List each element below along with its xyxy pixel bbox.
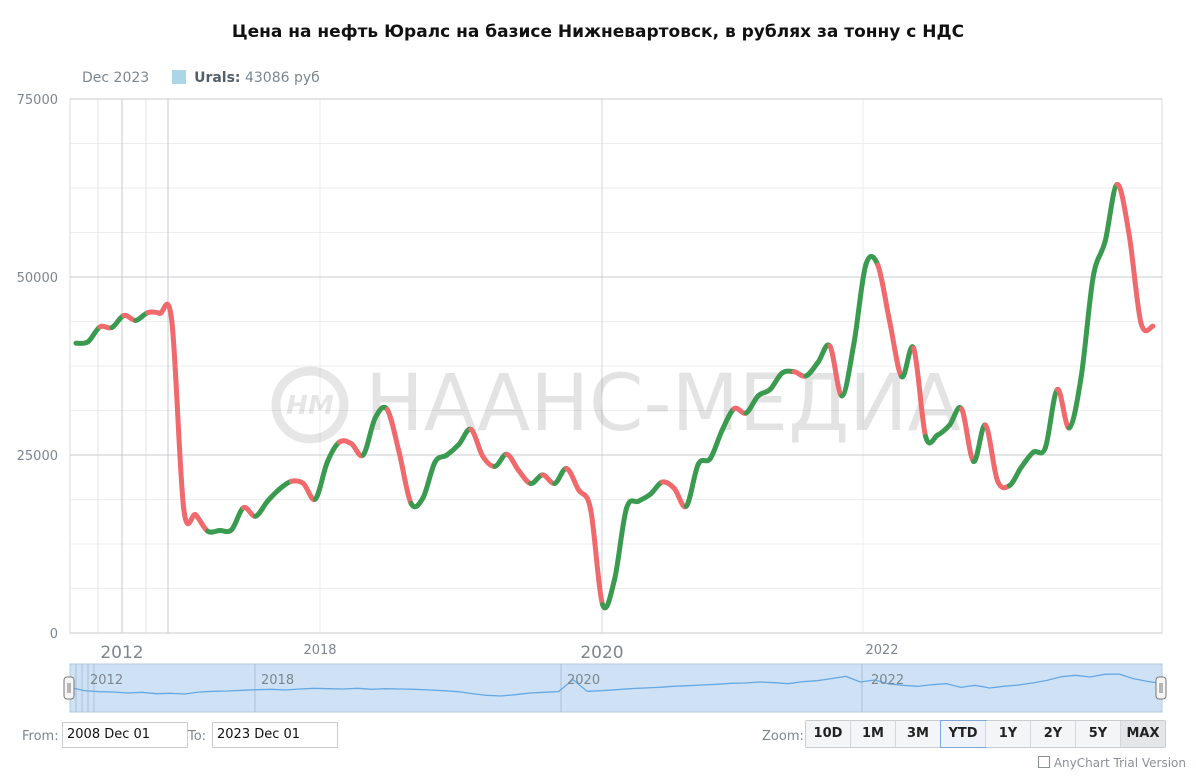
series-segment [588, 506, 606, 608]
legend-value: 43086 руб [244, 70, 320, 86]
zoom-label: Zoom: [762, 729, 804, 744]
trial-version-text: AnyChart Trial Version [1053, 756, 1186, 770]
zoom-2y-button[interactable]: 2Y [1031, 721, 1076, 747]
price-chart[interactable]: НМ НААНС-МЕДИА 0 25000 50000 75000 2012 2018… [0, 0, 1196, 720]
watermark: НМ НААНС-МЕДИА [271, 359, 961, 449]
scroller-selection [69, 663, 1163, 713]
to-date-input[interactable]: 2023 Dec 01 [212, 722, 338, 748]
chart-title: Цена на нефть Юралс на базисе Нижневарто… [231, 22, 965, 42]
trial-version-label[interactable]: AnyChart Trial Version [1037, 756, 1186, 770]
series-segment [576, 487, 594, 512]
scroller-tick-label: 2018 [261, 673, 294, 688]
zoom-1y-button[interactable]: 1Y [986, 721, 1031, 747]
watermark-logo-icon [271, 366, 349, 444]
zoom-1m-button[interactable]: 1M [851, 721, 896, 747]
series-segment [683, 461, 701, 509]
scroller-right-handle[interactable] [1155, 676, 1167, 700]
chart-icon [1037, 756, 1050, 768]
y-tick-label: 0 [50, 627, 58, 642]
legend-swatch [171, 70, 186, 84]
legend-date: Dec 2023 [82, 70, 150, 86]
series-segment [1078, 274, 1096, 380]
series-segment [875, 262, 893, 325]
range-controls: From: 2008 Dec 01 To: 2023 Dec 01 Zoom: … [0, 720, 1196, 750]
series-segment [1138, 320, 1156, 334]
series-segment [851, 262, 869, 347]
series-segment [157, 301, 175, 323]
y-tick-label: 50000 [17, 271, 58, 286]
scroller-left-handle[interactable] [63, 676, 75, 700]
zoom-5y-button[interactable]: 5Y [1076, 721, 1121, 747]
series-segment [360, 415, 378, 458]
series-segment [1126, 231, 1144, 326]
series-segment [1066, 374, 1084, 431]
series-segment [312, 459, 330, 502]
x-tick-label: 2018 [303, 643, 336, 658]
scroller-right-handle-body [1155, 676, 1167, 700]
series-segment [612, 505, 629, 583]
scroller-tick-label: 2012 [90, 673, 123, 688]
y-tick-label: 75000 [17, 93, 58, 108]
from-label: From: [22, 729, 59, 744]
x-tick-label: 2022 [865, 643, 898, 658]
y-tick-label: 25000 [17, 449, 58, 464]
scroller-left-handle-body [63, 676, 75, 700]
from-date-input[interactable]: 2008 Dec 01 [62, 722, 188, 748]
zoom-3m-button[interactable]: 3M [896, 721, 941, 747]
x-tick-label: 2012 [100, 643, 143, 663]
series-segment [982, 422, 1000, 484]
x-axis: 2012 2018 2020 2022 [100, 643, 898, 663]
zoom-ytd-button[interactable]: YTD [940, 720, 987, 748]
series-segment [911, 345, 929, 439]
scroller-tick-label: 2022 [871, 673, 904, 688]
scroller: 2012 2018 2020 2022 [63, 663, 1167, 713]
series-segment [1114, 181, 1132, 237]
scroller-tick-label: 2020 [567, 673, 600, 688]
watermark-logo-letters: НМ [286, 391, 334, 421]
legend: Dec 2023 Urals: 43086 руб [82, 70, 320, 86]
scroller-series-line [69, 673, 1163, 697]
chart-grid [69, 98, 1163, 634]
series-segment [396, 449, 414, 506]
series-segment [1090, 238, 1108, 280]
series-segment [384, 406, 402, 455]
zoom-10d-button[interactable]: 10D [806, 721, 851, 747]
series-segment [169, 317, 187, 511]
legend-series-name: Urals: [194, 70, 241, 86]
series-segment [600, 577, 617, 611]
zoom-buttons: 10D 1M 3M YTD 1Y 2Y 5Y MAX [805, 720, 1166, 748]
y-axis: 0 25000 50000 75000 [17, 93, 58, 642]
to-label: To: [188, 729, 207, 744]
watermark-text: НААНС-МЕДИА [365, 359, 961, 449]
series-segment [839, 341, 857, 399]
x-tick-label: 2020 [580, 643, 623, 663]
series-urals [73, 181, 1156, 611]
zoom-max-button[interactable]: MAX [1121, 721, 1165, 747]
